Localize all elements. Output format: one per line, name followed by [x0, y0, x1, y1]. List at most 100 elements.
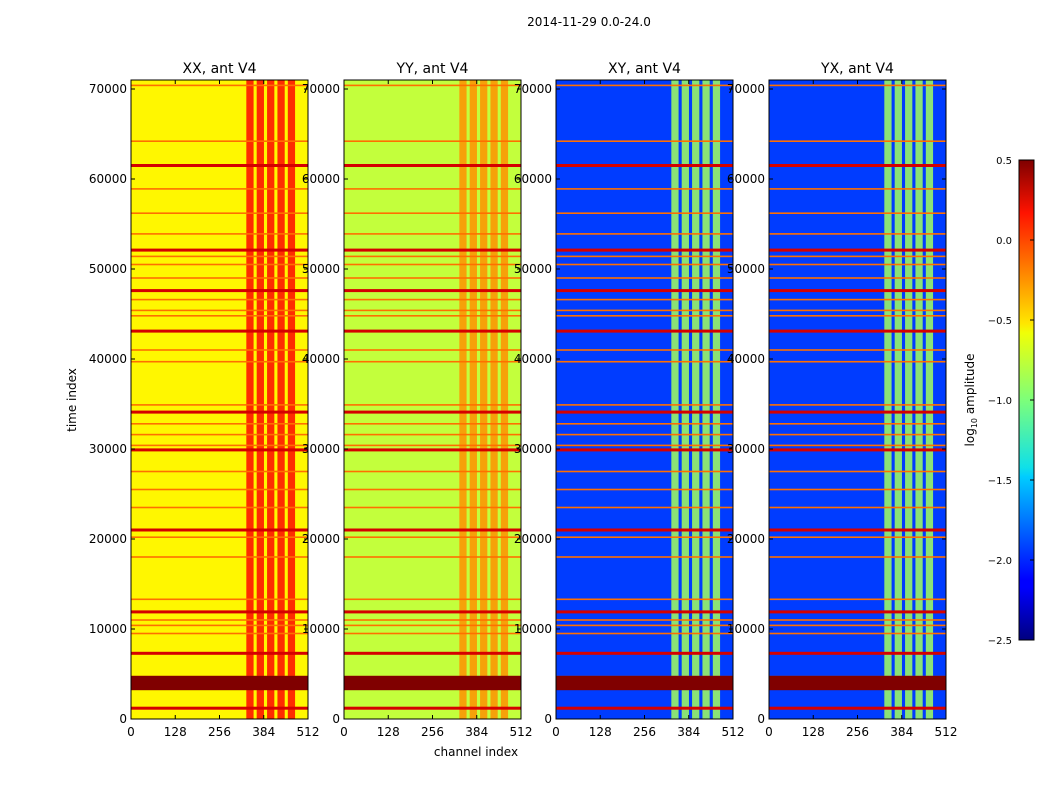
- flagged-row: [769, 423, 946, 425]
- flagged-row: [344, 84, 521, 87]
- y-tick-label: 60000: [514, 172, 552, 186]
- flagged-row: [131, 470, 308, 473]
- flagged-row: [769, 188, 946, 190]
- flagged-row: [344, 410, 521, 414]
- y-tick-label: 0: [544, 712, 552, 726]
- flagged-row: [131, 349, 308, 351]
- y-tick-label: 30000: [514, 442, 552, 456]
- y-tick-label: 20000: [89, 532, 127, 546]
- flagged-row: [344, 360, 521, 363]
- flagged-row: [131, 423, 308, 425]
- flagged-row: [769, 298, 946, 301]
- flagged-row: [556, 188, 733, 190]
- flagged-row: [769, 248, 946, 252]
- colorbar-tick-label: −2.5: [988, 636, 1012, 647]
- heatmap-image: [769, 80, 946, 719]
- flagged-row: [344, 506, 521, 509]
- y-tick-label: 70000: [302, 82, 340, 96]
- colorbar-tick-label: 0.5: [996, 156, 1012, 167]
- flagged-row: [344, 651, 521, 655]
- heatmap-image: [344, 80, 521, 719]
- flagged-row: [131, 315, 308, 317]
- flagged-row: [769, 448, 946, 452]
- colorbar-tick-label: −0.5: [988, 316, 1012, 327]
- colorbar-label: log10 amplitude: [963, 354, 979, 447]
- flagged-row: [556, 632, 733, 635]
- flagged-row: [769, 536, 946, 538]
- flagged-row: [769, 212, 946, 214]
- flagged-row: [131, 164, 308, 167]
- rfi-column: [681, 80, 689, 719]
- flagged-row: [344, 349, 521, 351]
- flagged-row: [131, 277, 308, 279]
- flagged-row: [131, 212, 308, 214]
- x-tick-label: 256: [208, 725, 231, 739]
- flagged-row: [344, 212, 521, 214]
- flagged-row: [131, 528, 308, 532]
- panel-4: YX, ant V4 0 128 256 384 512 0 10000 20000 30000 4…: [727, 61, 958, 739]
- y-tick-label: 20000: [514, 532, 552, 546]
- flagged-row: [556, 619, 733, 621]
- flagged-row: [344, 329, 521, 333]
- x-tick-label: 128: [589, 725, 612, 739]
- y-tick-label: 30000: [727, 442, 765, 456]
- rfi-column: [256, 80, 264, 719]
- flagged-row: [131, 84, 308, 87]
- flagged-row: [556, 488, 733, 491]
- flagged-row: [556, 289, 733, 293]
- flagged-row: [344, 248, 521, 252]
- y-tick-label: 50000: [89, 262, 127, 276]
- flagged-row: [131, 624, 308, 627]
- x-tick-label: 256: [846, 725, 869, 739]
- burst-band: [556, 675, 733, 691]
- x-tick-label: 512: [297, 725, 320, 739]
- flagged-row: [131, 248, 308, 252]
- x-tick-label: 0: [765, 725, 773, 739]
- flagged-row: [344, 488, 521, 491]
- flagged-row: [769, 309, 946, 312]
- flagged-row: [131, 556, 308, 558]
- flagged-row: [769, 263, 946, 266]
- y-tick-label: 10000: [514, 622, 552, 636]
- flagged-row: [556, 410, 733, 414]
- flagged-row: [344, 444, 521, 447]
- flagged-row: [344, 140, 521, 142]
- panel-2: YY, ant V4 0 128 256 384 512 0 10000 20000 30000 4…: [302, 61, 533, 739]
- rfi-column: [712, 80, 721, 719]
- flagged-row: [344, 556, 521, 558]
- x-tick-label: 256: [421, 725, 444, 739]
- rfi-column: [692, 80, 700, 719]
- flagged-row: [556, 277, 733, 279]
- x-tick-label: 128: [802, 725, 825, 739]
- flagged-row: [769, 410, 946, 414]
- rfi-column: [915, 80, 923, 719]
- rfi-column: [267, 80, 275, 719]
- panel-title: YX, ant V4: [820, 61, 894, 77]
- flagged-row: [344, 470, 521, 473]
- flagged-row: [769, 140, 946, 142]
- y-tick-label: 20000: [302, 532, 340, 546]
- flagged-row: [769, 289, 946, 293]
- flagged-row: [556, 255, 733, 258]
- x-tick-label: 384: [677, 725, 700, 739]
- flagged-row: [769, 164, 946, 167]
- rfi-column: [500, 80, 509, 719]
- flagged-row: [556, 706, 733, 710]
- flagged-row: [344, 624, 521, 627]
- flagged-row: [344, 298, 521, 301]
- flagged-row: [131, 298, 308, 301]
- y-tick-label: 50000: [302, 262, 340, 276]
- flagged-row: [769, 610, 946, 614]
- flagged-row: [131, 329, 308, 333]
- colorbar-tick-label: 0.0: [996, 236, 1012, 247]
- flagged-row: [344, 188, 521, 190]
- flagged-row: [556, 423, 733, 425]
- flagged-row: [131, 632, 308, 635]
- y-tick-label: 70000: [727, 82, 765, 96]
- y-tick-label: 40000: [514, 352, 552, 366]
- flagged-row: [131, 188, 308, 190]
- flagged-row: [556, 315, 733, 317]
- flagged-row: [344, 448, 521, 452]
- y-tick-label: 10000: [302, 622, 340, 636]
